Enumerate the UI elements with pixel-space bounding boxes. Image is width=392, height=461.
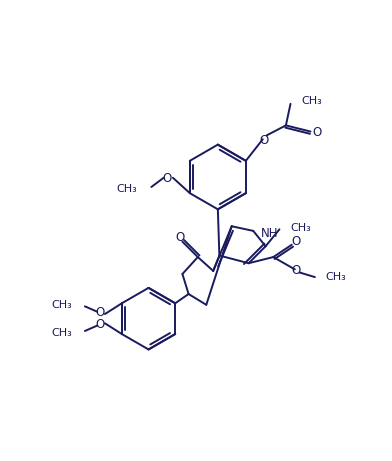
Text: CH₃: CH₃ — [326, 272, 347, 282]
Text: NH: NH — [261, 227, 278, 241]
Text: O: O — [95, 318, 104, 331]
Text: O: O — [95, 306, 104, 319]
Text: O: O — [259, 134, 268, 147]
Text: O: O — [292, 235, 301, 248]
Text: O: O — [292, 265, 301, 278]
Text: O: O — [176, 230, 185, 243]
Text: CH₃: CH₃ — [117, 183, 138, 194]
Text: O: O — [162, 172, 171, 185]
Text: CH₃: CH₃ — [52, 327, 73, 337]
Text: CH₃: CH₃ — [301, 96, 322, 106]
Text: O: O — [312, 126, 321, 139]
Text: CH₃: CH₃ — [52, 300, 73, 310]
Text: CH₃: CH₃ — [290, 223, 311, 233]
